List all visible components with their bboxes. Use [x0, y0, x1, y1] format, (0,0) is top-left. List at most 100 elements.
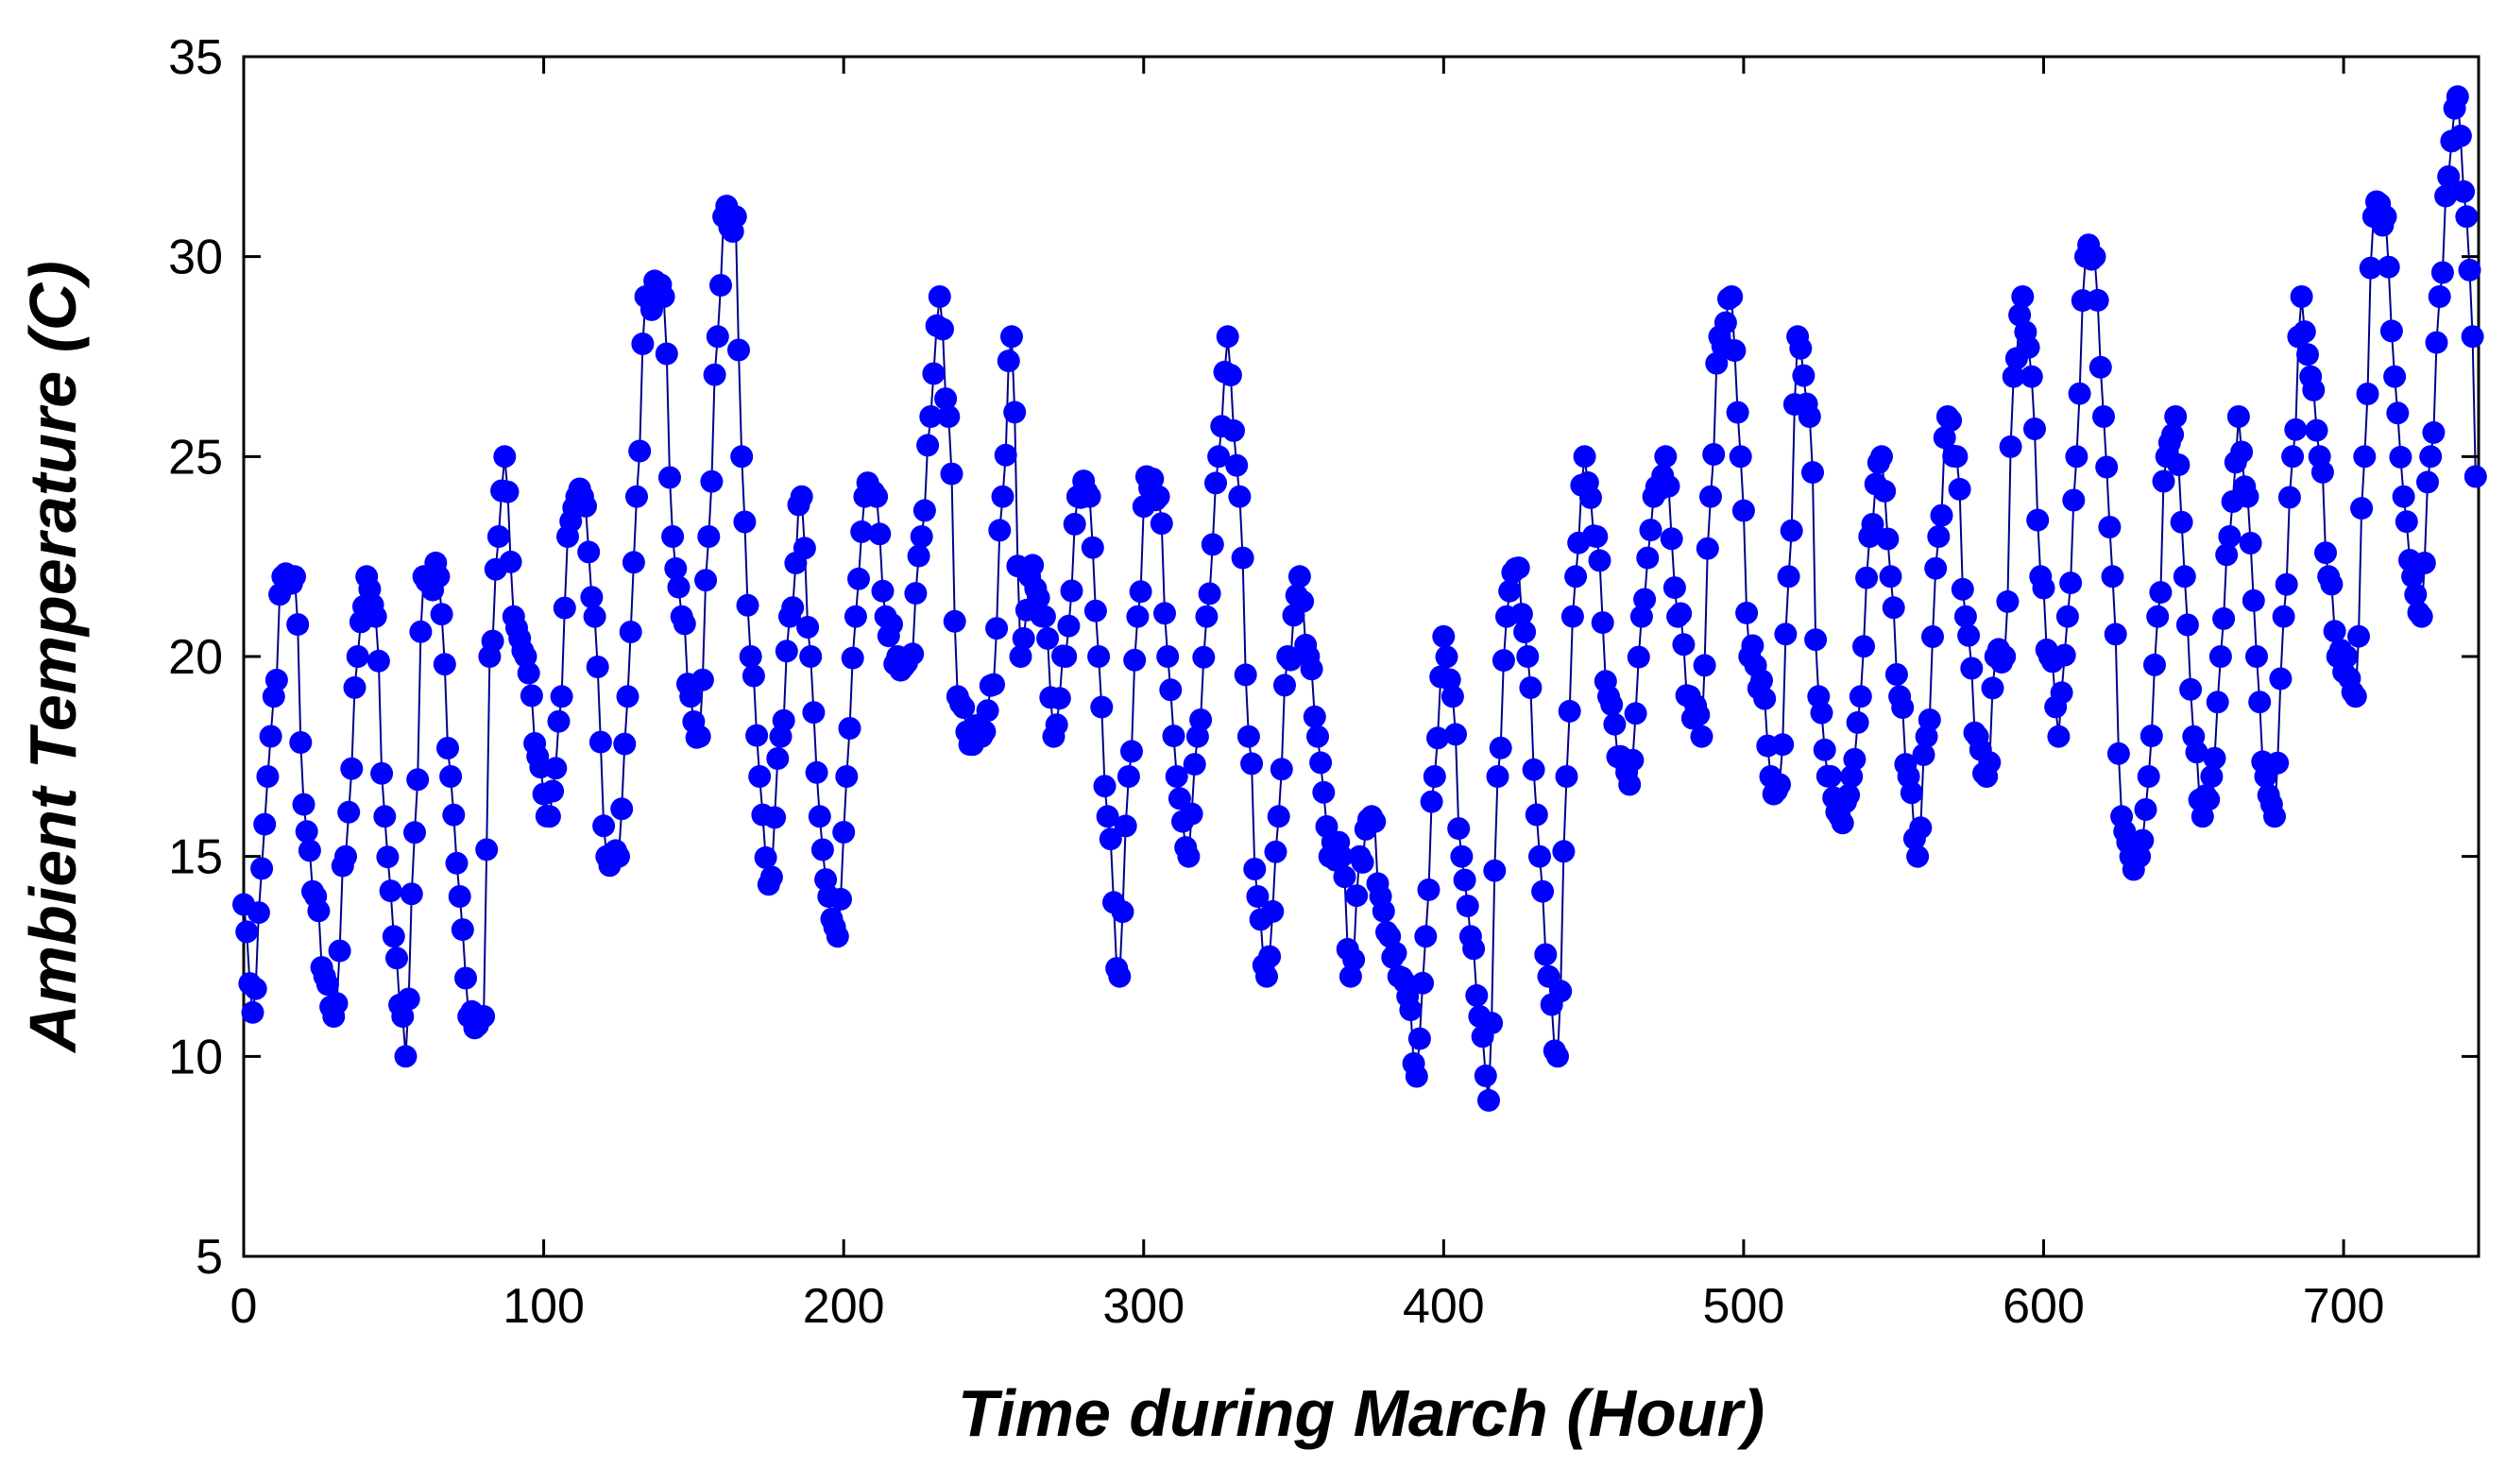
- data-point: [1509, 603, 1533, 626]
- data-point: [1639, 519, 1662, 542]
- data-point: [1798, 405, 1821, 428]
- data-point: [1585, 525, 1609, 548]
- data-point: [1819, 765, 1842, 788]
- x-tick-label: 500: [1703, 1279, 1785, 1334]
- data-point: [2428, 285, 2451, 308]
- data-point: [520, 684, 543, 708]
- data-point: [1636, 546, 1660, 570]
- data-point: [2092, 405, 2115, 428]
- data-point: [934, 387, 958, 411]
- data-point: [2419, 445, 2443, 469]
- data-point: [1600, 692, 1624, 716]
- data-point: [1558, 699, 1581, 723]
- data-point: [766, 747, 790, 770]
- data-point: [880, 612, 903, 636]
- data-point: [1444, 723, 1467, 746]
- series-points: [232, 85, 2487, 1112]
- data-point: [826, 925, 849, 948]
- data-point: [2050, 681, 2073, 705]
- data-point: [2458, 258, 2481, 281]
- y-tick-label: 25: [168, 430, 223, 485]
- data-point: [2065, 445, 2088, 469]
- data-point: [2263, 805, 2286, 828]
- data-point: [2448, 124, 2472, 147]
- plot-area: [242, 55, 2480, 1258]
- data-point: [295, 820, 318, 844]
- data-point: [658, 466, 681, 489]
- data-point: [2185, 741, 2208, 764]
- data-point: [2350, 497, 2374, 520]
- data-point: [1045, 713, 1068, 737]
- data-point: [1516, 645, 1540, 668]
- data-point: [781, 596, 805, 620]
- data-point: [1837, 783, 1861, 807]
- data-point: [733, 510, 757, 534]
- data-point: [1108, 964, 1132, 988]
- data-point: [1267, 805, 1290, 828]
- data-point: [343, 675, 367, 699]
- data-point: [1117, 765, 1140, 788]
- data-point: [499, 550, 522, 573]
- data-point: [805, 760, 828, 784]
- data-point: [235, 920, 259, 944]
- data-point: [370, 761, 394, 785]
- data-point: [2275, 572, 2298, 596]
- data-point: [667, 575, 690, 599]
- data-point: [1735, 601, 1759, 624]
- data-point: [841, 646, 864, 670]
- data-point: [2359, 256, 2382, 280]
- data-point: [1345, 884, 1369, 908]
- data-point: [1168, 787, 1191, 810]
- data-point: [2055, 605, 2079, 628]
- data-point: [264, 668, 288, 691]
- data-point: [802, 701, 826, 725]
- data-point: [1720, 285, 1744, 308]
- data-point: [1534, 943, 1558, 966]
- data-point: [2392, 485, 2415, 508]
- data-point: [1789, 336, 1813, 360]
- data-point: [2314, 541, 2337, 565]
- data-point: [1696, 537, 1719, 560]
- x-axis: 0 100 200 300 400 500 600 700: [230, 57, 2385, 1334]
- data-point: [2226, 405, 2250, 428]
- data-point: [2170, 510, 2193, 534]
- data-point: [337, 800, 361, 824]
- data-point: [2175, 613, 2199, 637]
- data-point: [1741, 634, 1764, 657]
- data-point: [2281, 445, 2305, 469]
- data-point: [1156, 645, 1180, 668]
- data-point: [2020, 365, 2043, 388]
- data-point: [1078, 485, 1101, 508]
- data-point: [1087, 645, 1111, 668]
- data-point: [931, 317, 954, 341]
- data-point: [553, 596, 576, 620]
- x-tick-label: 700: [2303, 1279, 2385, 1334]
- data-point: [832, 821, 856, 844]
- data-point: [901, 642, 925, 666]
- y-tick-label: 5: [196, 1230, 223, 1285]
- data-point: [475, 838, 499, 861]
- data-point: [307, 899, 331, 923]
- data-point: [1477, 1088, 1500, 1112]
- data-point: [2032, 576, 2055, 600]
- data-point: [1884, 663, 1908, 686]
- data-point: [1513, 621, 1537, 643]
- data-point: [2277, 486, 2301, 509]
- data-point: [2101, 565, 2124, 588]
- x-tick-label: 100: [503, 1279, 585, 1334]
- data-point: [796, 616, 820, 639]
- data-point: [1873, 479, 1897, 503]
- data-point: [1657, 474, 1680, 498]
- data-point: [2212, 606, 2236, 630]
- data-point: [1831, 811, 1854, 835]
- data-point: [1192, 645, 1216, 669]
- data-point: [400, 882, 423, 906]
- data-point: [928, 285, 951, 308]
- data-point: [1287, 565, 1311, 588]
- data-point: [2026, 508, 2050, 532]
- data-point: [537, 805, 561, 828]
- data-point: [2179, 677, 2203, 701]
- data-point: [1855, 566, 1879, 589]
- data-point: [1483, 859, 1507, 882]
- data-point: [592, 814, 616, 838]
